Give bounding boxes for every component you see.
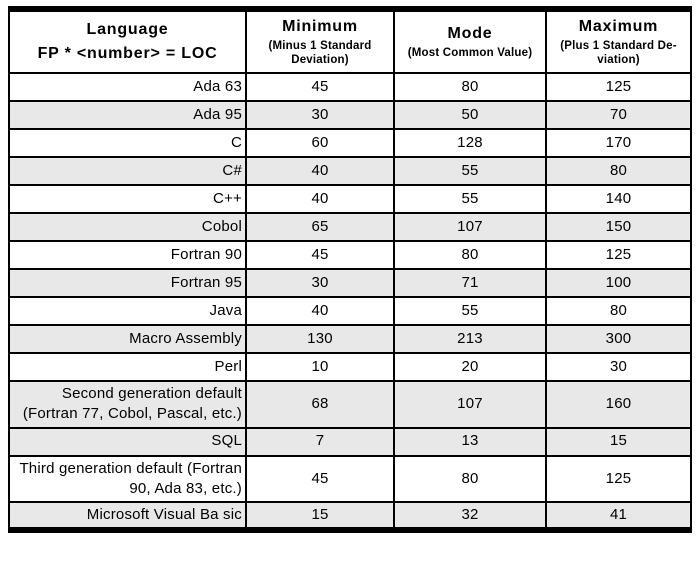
language-cell: C++ — [8, 184, 247, 214]
minimum-cell: 45 — [245, 454, 395, 503]
language-cell: Macro Assembly — [8, 324, 247, 354]
mode-cell: 50 — [393, 100, 547, 130]
minimum-cell: 40 — [245, 156, 395, 186]
mode-cell: 32 — [393, 500, 547, 532]
language-cell: Second generation default (Fortran 77, C… — [8, 380, 247, 429]
mode-cell: 213 — [393, 324, 547, 354]
maximum-cell: 300 — [545, 324, 692, 354]
table-row: Ada 63 45 80 125 — [8, 72, 692, 102]
minimum-cell: 65 — [245, 212, 395, 242]
header-minimum-subtitle: (Minus 1 Standard Deviation) — [268, 39, 372, 66]
maximum-cell: 100 — [545, 268, 692, 298]
mode-cell: 55 — [393, 156, 547, 186]
minimum-cell: 30 — [245, 268, 395, 298]
maximum-cell: 125 — [545, 240, 692, 270]
language-cell: SQL — [8, 426, 247, 457]
table-row: Perl 10 20 30 — [8, 352, 692, 382]
mode-cell: 71 — [393, 268, 547, 298]
language-cell: C# — [8, 156, 247, 186]
mode-cell: 13 — [393, 426, 547, 457]
maximum-cell: 80 — [545, 156, 692, 186]
maximum-cell: 140 — [545, 184, 692, 214]
table-header: Language FP * <number> = LOC Minimum (Mi… — [8, 8, 692, 74]
table-row: Macro Assembly 130 213 300 — [8, 324, 692, 354]
mode-cell: 55 — [393, 296, 547, 326]
header-row: Language FP * <number> = LOC Minimum (Mi… — [8, 8, 692, 74]
table-row: Fortran 95 30 71 100 — [8, 268, 692, 298]
table-row: C# 40 55 80 — [8, 156, 692, 186]
header-mode-subtitle: (Most Common Value) — [407, 46, 533, 59]
maximum-cell: 170 — [545, 128, 692, 158]
table-row: Ada 95 30 50 70 — [8, 100, 692, 130]
table-row: Fortran 90 45 80 125 — [8, 240, 692, 270]
mode-cell: 20 — [393, 352, 547, 382]
language-cell: Ada 95 — [8, 100, 247, 130]
minimum-cell: 10 — [245, 352, 395, 382]
mode-cell: 107 — [393, 380, 547, 429]
minimum-cell: 7 — [245, 426, 395, 457]
table-body: Ada 63 45 80 125 Ada 95 30 50 70 C 60 128 170 C# 40 55… — [8, 72, 692, 532]
minimum-cell: 68 — [245, 380, 395, 429]
minimum-cell: 130 — [245, 324, 395, 354]
language-cell: Java — [8, 296, 247, 326]
table-row: Second generation default (Fortran 77, C… — [8, 380, 692, 429]
language-cell: Fortran 90 — [8, 240, 247, 270]
maximum-cell: 15 — [545, 426, 692, 457]
page: Language FP * <number> = LOC Minimum (Mi… — [8, 6, 692, 534]
minimum-cell: 30 — [245, 100, 395, 130]
header-language: Language FP * <number> = LOC — [8, 8, 247, 74]
maximum-cell: 125 — [545, 454, 692, 503]
mode-cell: 80 — [393, 72, 547, 102]
language-cell: Microsoft Visual Ba sic — [8, 500, 247, 532]
header-language-title: Language — [86, 21, 169, 38]
table-row: SQL 7 13 15 — [8, 426, 692, 457]
header-mode-title: Mode — [447, 24, 493, 42]
maximum-cell: 125 — [545, 72, 692, 102]
maximum-cell: 150 — [545, 212, 692, 242]
mode-cell: 80 — [393, 454, 547, 503]
table-row: C++ 40 55 140 — [8, 184, 692, 214]
maximum-cell: 80 — [545, 296, 692, 326]
maximum-cell: 160 — [545, 380, 692, 429]
language-cell: Cobol — [8, 212, 247, 242]
maximum-cell: 30 — [545, 352, 692, 382]
language-cell: C — [8, 128, 247, 158]
table-row: Java 40 55 80 — [8, 296, 692, 326]
header-minimum: Minimum (Minus 1 Standard Deviation) — [245, 8, 395, 74]
header-maximum: Maximum (Plus 1 Standard De-viation) — [545, 8, 692, 74]
minimum-cell: 45 — [245, 72, 395, 102]
minimum-cell: 60 — [245, 128, 395, 158]
mode-cell: 80 — [393, 240, 547, 270]
table-row: Microsoft Visual Ba sic 15 32 41 — [8, 500, 692, 532]
minimum-cell: 15 — [245, 500, 395, 532]
header-maximum-title: Maximum — [578, 17, 659, 35]
mode-cell: 128 — [393, 128, 547, 158]
minimum-cell: 45 — [245, 240, 395, 270]
minimum-cell: 40 — [245, 184, 395, 214]
mode-cell: 107 — [393, 212, 547, 242]
language-cell: Ada 63 — [8, 72, 247, 102]
language-cell: Perl — [8, 352, 247, 382]
maximum-cell: 41 — [545, 500, 692, 532]
table-row: Cobol 65 107 150 — [8, 212, 692, 242]
table-row: Third generation default (Fortran 90, Ad… — [8, 454, 692, 503]
fp-to-loc-table: Language FP * <number> = LOC Minimum (Mi… — [8, 6, 692, 534]
header-maximum-subtitle: (Plus 1 Standard De-viation) — [560, 39, 677, 66]
maximum-cell: 70 — [545, 100, 692, 130]
language-cell: Third generation default (Fortran 90, Ad… — [8, 454, 247, 503]
language-cell: Fortran 95 — [8, 268, 247, 298]
header-mode: Mode (Most Common Value) — [393, 8, 547, 74]
table-row: C 60 128 170 — [8, 128, 692, 158]
header-language-formula: FP * <number> = LOC — [37, 45, 218, 62]
minimum-cell: 40 — [245, 296, 395, 326]
header-minimum-title: Minimum — [282, 17, 358, 35]
mode-cell: 55 — [393, 184, 547, 214]
